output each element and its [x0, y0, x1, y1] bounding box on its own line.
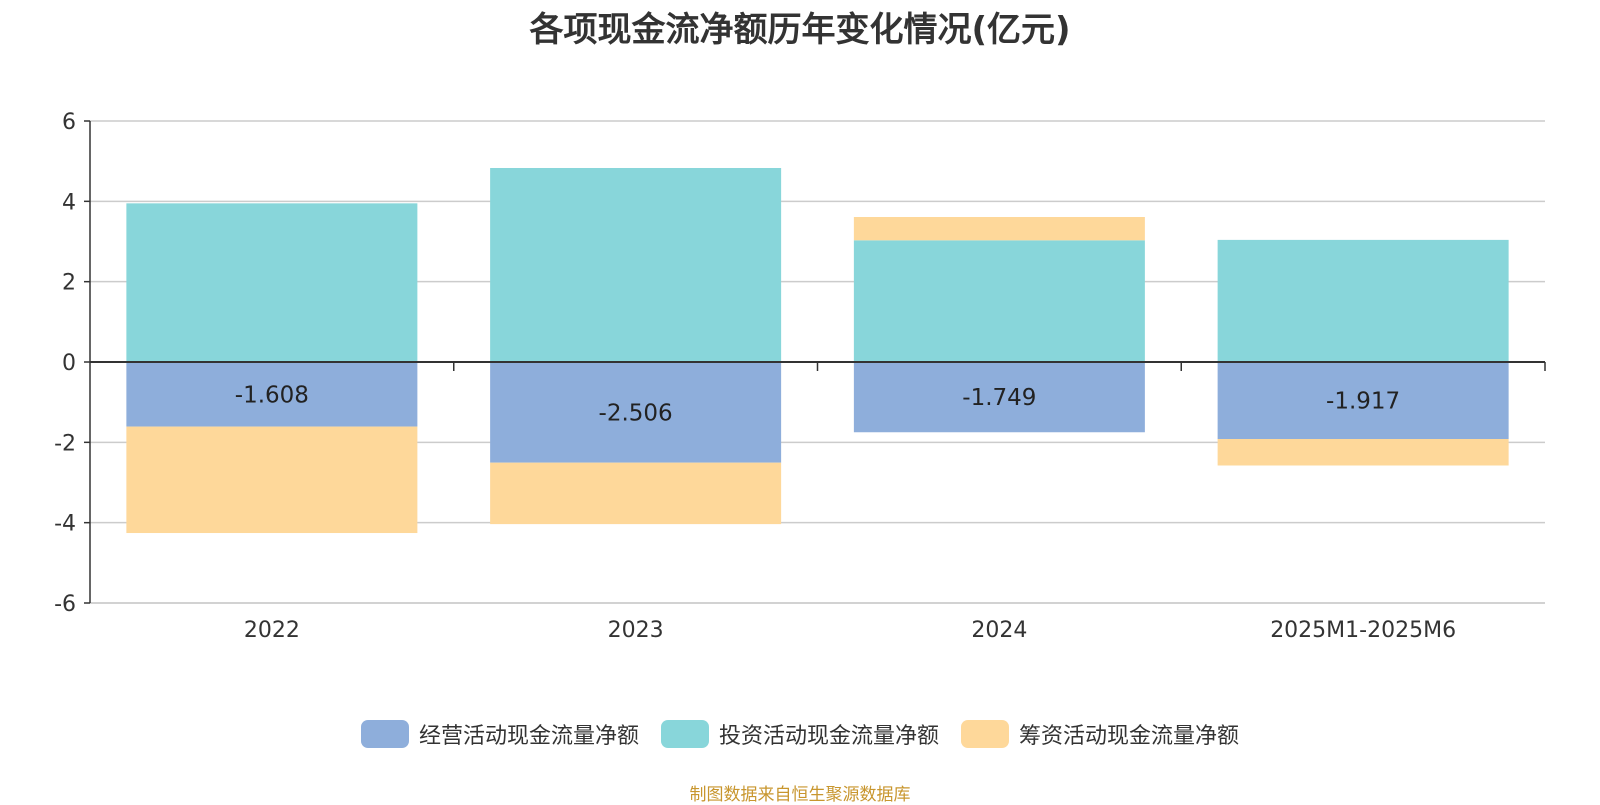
- legend-label-investing: 投资活动现金流量净额: [718, 724, 939, 749]
- y-tick-label: 6: [62, 110, 76, 135]
- y-tick-label: -4: [54, 512, 76, 537]
- x-tick-label: 2024: [971, 618, 1027, 643]
- bar-segment-financing-2025M1-2025M6: [1217, 438, 1509, 466]
- data-source-note: 制图数据来自恒生聚源数据库: [689, 785, 911, 805]
- data-label: -1.917: [1326, 388, 1400, 414]
- legend-swatch-financing: [961, 720, 1009, 748]
- x-tick-label: 2025M1-2025M6: [1270, 618, 1456, 643]
- legend-item-operating[interactable]: 经营活动现金流量净额: [360, 718, 639, 750]
- bar-segment-financing-2024: [853, 216, 1145, 241]
- legend-label-operating: 经营活动现金流量净额: [418, 724, 639, 749]
- data-label: -1.608: [235, 382, 309, 408]
- chart-title: 各项现金流净额历年变化情况(亿元): [529, 10, 1071, 50]
- bar-segment-investing-2023: [490, 167, 782, 362]
- y-tick-label: 2: [62, 271, 76, 296]
- bar-segment-operating-2023: [490, 362, 782, 463]
- legend-item-financing[interactable]: 筹资活动现金流量净额: [961, 718, 1239, 750]
- bar-segment-investing-2022: [126, 203, 418, 362]
- legend-label-financing: 筹资活动现金流量净额: [1019, 724, 1240, 749]
- y-tick-label: 0: [62, 351, 76, 376]
- legend-swatch-operating: [360, 720, 409, 748]
- chart-legend: 经营活动现金流量净额 投资活动现金流量净额 筹资活动现金流量净额: [0, 718, 1600, 750]
- bar-segment-operating-2022: [126, 362, 418, 427]
- legend-item-investing[interactable]: 投资活动现金流量净额: [660, 718, 939, 750]
- x-tick-label: 2022: [244, 618, 300, 643]
- stacked-bar-chart: 6 4 2 0 -2 -4 -6 -1.608 2022 -2.506 2023 -1.749 2024…: [54, 110, 1546, 643]
- bar-segment-operating-2024: [853, 362, 1145, 433]
- y-tick-label: -2: [54, 431, 76, 456]
- bar-segment-investing-2025M1-2025M6: [1217, 239, 1509, 362]
- bar-segment-financing-2022: [126, 426, 418, 534]
- legend-swatch-investing: [660, 720, 709, 748]
- y-tick-label: -6: [54, 592, 76, 617]
- bar-segment-investing-2024: [853, 240, 1145, 362]
- bar-segment-financing-2023: [490, 462, 782, 525]
- x-tick-label: 2023: [608, 618, 664, 643]
- data-label: -2.506: [599, 400, 673, 426]
- data-label: -1.749: [962, 385, 1036, 411]
- y-tick-label: 4: [62, 190, 76, 215]
- bar-segment-operating-2025M1-2025M6: [1217, 362, 1509, 439]
